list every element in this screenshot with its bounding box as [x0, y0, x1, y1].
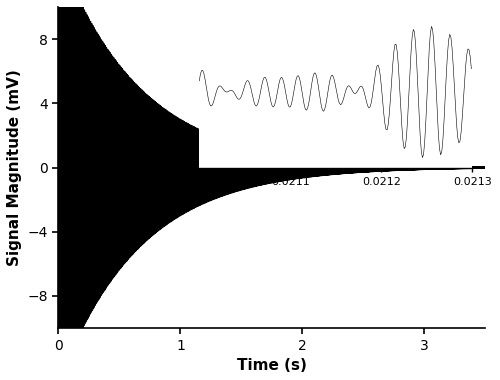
- X-axis label: Time (s): Time (s): [237, 358, 307, 373]
- Y-axis label: Signal Magnitude (mV): Signal Magnitude (mV): [7, 69, 22, 266]
